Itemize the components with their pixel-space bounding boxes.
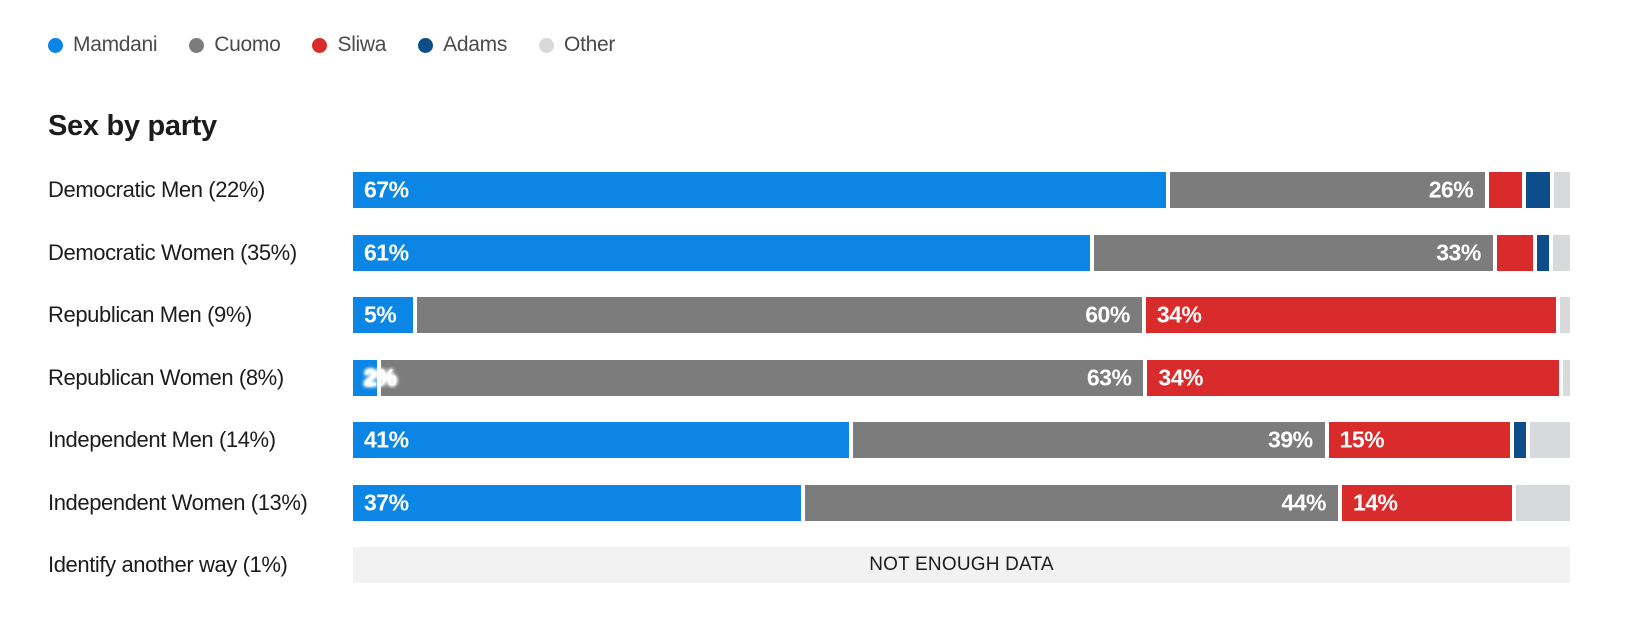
legend-item: Mamdani xyxy=(48,33,158,57)
bar-value-label: 5% xyxy=(364,301,397,328)
row-label: Republican Men (9%) xyxy=(48,302,252,327)
bar-segment-cuomo: 63% xyxy=(381,359,1144,396)
bar-segment-mamdani: 37% xyxy=(353,484,802,521)
bar-value-label: 33% xyxy=(1436,239,1481,265)
bar-segment-adams xyxy=(1537,234,1550,271)
legend-label: Other xyxy=(564,33,616,56)
bar-track: 5% 60% 34% xyxy=(353,297,1570,333)
bar-chart-rows: Democratic Men (22%) 67% 26% Democratic W… xyxy=(0,172,1630,610)
bar-segment-other xyxy=(1560,297,1570,333)
bar-segment-sliwa xyxy=(1489,172,1522,208)
bar-track: 37% 44% 14% xyxy=(353,484,1570,521)
bar-segment-other xyxy=(1562,359,1570,396)
legend-swatch-icon xyxy=(418,37,434,53)
bar-segment-cuomo: 44% xyxy=(805,484,1338,521)
bar-value-label: 63% xyxy=(1086,364,1132,390)
legend-item: Other xyxy=(539,33,615,57)
legend-swatch-icon xyxy=(539,37,555,53)
no-data-text: NOT ENOUGH DATA xyxy=(869,554,1054,575)
bar-value-label: 39% xyxy=(1268,426,1313,453)
row-label: Democratic Men (22%) xyxy=(48,177,265,202)
legend-item: Sliwa xyxy=(312,33,386,57)
bar-segment-sliwa xyxy=(1496,234,1534,271)
bar-segment-sliwa: 14% xyxy=(1341,484,1512,521)
table-row: Republican Men (9%) 5% 60% 34% xyxy=(0,297,1630,333)
bar-segment-other xyxy=(1553,234,1570,271)
bar-value-label: 34% xyxy=(1158,364,1203,390)
table-row: Independent Men (14%) 41% 39% 15% xyxy=(0,422,1630,458)
legend-swatch-icon xyxy=(189,37,205,53)
bar-segment-mamdani: 61% xyxy=(353,234,1091,271)
bar-segment-adams xyxy=(1514,422,1527,458)
bar-value-label: 2% xyxy=(364,364,397,390)
bar-value-label: 34% xyxy=(1156,301,1202,328)
legend-label: Mamdani xyxy=(73,33,158,56)
bar-value-label: 44% xyxy=(1281,489,1326,515)
bar-segment-mamdani: 5% xyxy=(353,297,414,333)
bar-track: 41% 39% 15% xyxy=(353,422,1570,458)
bar-segment-mamdani: 67% xyxy=(353,172,1166,208)
legend-item: Adams xyxy=(418,33,507,57)
bar-segment-cuomo: 60% xyxy=(417,297,1142,333)
bar-track: 61% 33% xyxy=(353,234,1570,271)
table-row: Democratic Men (22%) 67% 26% xyxy=(0,172,1630,208)
table-row: Democratic Women (35%) 61% 33% xyxy=(0,234,1630,271)
bar-value-label: 67% xyxy=(364,176,409,203)
bar-segment-adams xyxy=(1525,172,1551,208)
bar-segment-sliwa: 34% xyxy=(1145,297,1557,333)
bar-segment-mamdani: 41% xyxy=(353,422,849,458)
bar-value-label: 37% xyxy=(364,489,409,515)
legend-label: Adams xyxy=(443,33,508,56)
bar-segment-other xyxy=(1554,172,1570,208)
legend: Mamdani Cuomo Sliwa Adams Other xyxy=(48,33,615,57)
bar-segment-sliwa: 15% xyxy=(1328,422,1511,458)
row-label: Independent Women (13%) xyxy=(48,489,308,515)
legend-label: Sliwa xyxy=(337,33,387,56)
row-label: Democratic Women (35%) xyxy=(48,239,297,265)
bar-segment-cuomo: 26% xyxy=(1169,172,1486,208)
table-row: Republican Women (8%) 2% 63% 34% xyxy=(0,359,1630,396)
legend-label: Cuomo xyxy=(214,33,281,56)
legend-swatch-icon xyxy=(48,37,63,53)
bar-value-label: 15% xyxy=(1339,426,1385,453)
bar-track: 67% 26% xyxy=(353,172,1570,208)
row-label: Identify another way (1%) xyxy=(48,552,288,577)
bar-value-label: 41% xyxy=(364,426,409,453)
row-label: Independent Men (14%) xyxy=(48,427,276,452)
bar-segment-sliwa: 34% xyxy=(1147,359,1559,396)
table-row: Independent Women (13%) 37% 44% 14% xyxy=(0,484,1630,521)
bar-segment-cuomo: 33% xyxy=(1094,234,1493,271)
legend-item: Cuomo xyxy=(189,33,281,57)
bar-value-label: 60% xyxy=(1085,301,1130,328)
bar-value-label: 61% xyxy=(364,239,409,265)
bar-value-label: 14% xyxy=(1352,489,1398,515)
legend-swatch-icon xyxy=(312,37,328,53)
bar-segment-other xyxy=(1530,422,1570,458)
bar-segment-cuomo: 39% xyxy=(852,422,1325,458)
bar-segment-other xyxy=(1515,484,1570,521)
bar-track: 2% 63% 34% xyxy=(353,359,1570,396)
row-label: Republican Women (8%) xyxy=(48,364,284,390)
bar-segment-mamdani: 2% xyxy=(353,359,397,396)
chart-title: Sex by party xyxy=(48,110,217,142)
bar-value-label: 26% xyxy=(1428,176,1474,203)
bar-track: NOT ENOUGH DATA xyxy=(353,547,1570,583)
table-row: Identify another way (1%) NOT ENOUGH DAT… xyxy=(0,547,1630,583)
